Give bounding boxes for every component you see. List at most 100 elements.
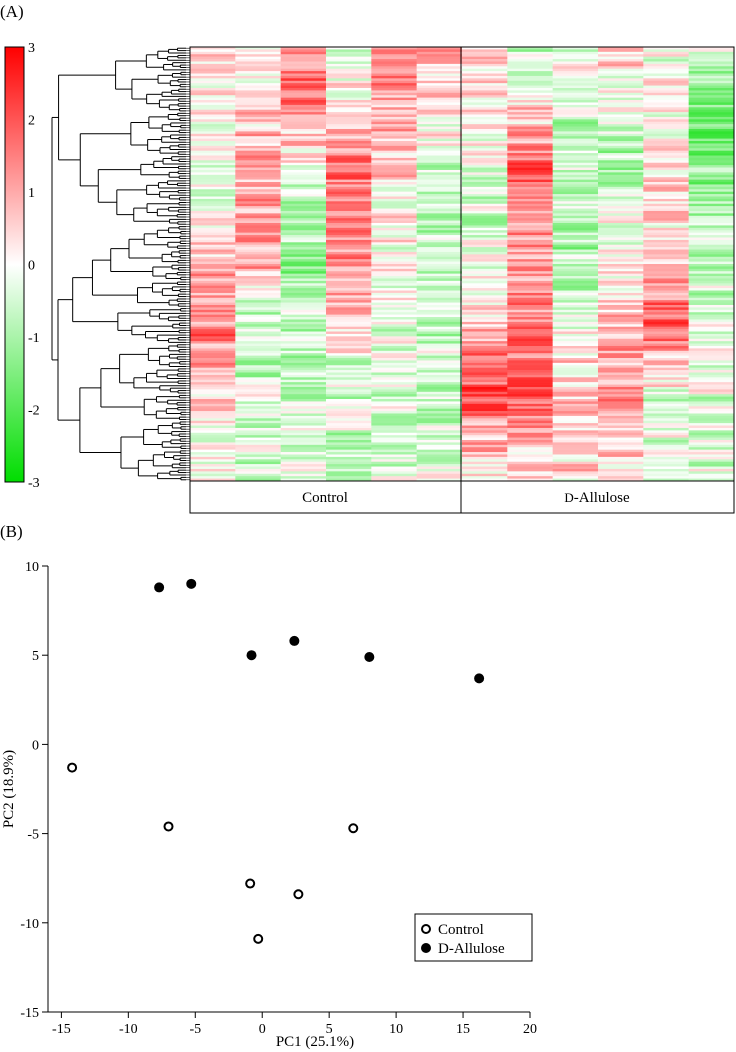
heatmap-cell xyxy=(598,259,644,262)
heatmap-cell xyxy=(416,413,463,417)
heatmap-cell xyxy=(190,300,236,303)
heatmap-cell xyxy=(643,285,689,289)
heatmap-cell xyxy=(462,456,508,460)
heatmap-cell xyxy=(371,87,417,91)
heatmap-cell xyxy=(643,333,689,337)
heatmap-cell xyxy=(598,273,644,277)
heatmap-cell xyxy=(598,179,644,183)
x-tick-label: 10 xyxy=(389,1022,403,1037)
heatmap-cell xyxy=(462,454,508,458)
heatmap-cell xyxy=(462,285,508,289)
heatmap-cell xyxy=(235,100,281,103)
heatmap-cell xyxy=(416,112,463,115)
heatmap-cell xyxy=(326,145,372,149)
heatmap-cell xyxy=(416,408,463,412)
heatmap-cell xyxy=(598,382,644,385)
heatmap-cell xyxy=(235,242,281,246)
heatmap-cell xyxy=(462,148,508,151)
heatmap-cell xyxy=(280,461,327,465)
heatmap-cell xyxy=(416,210,463,214)
legend-label-allulose: D-Allulose xyxy=(438,941,505,957)
heatmap-cell xyxy=(190,333,236,337)
heatmap-cell xyxy=(643,276,689,279)
heatmap-cell xyxy=(280,201,327,205)
heatmap-cell xyxy=(326,256,372,260)
heatmap-cell xyxy=(371,225,417,229)
heatmap-cell xyxy=(235,201,281,205)
heatmap-cell xyxy=(462,427,508,431)
heatmap-cell xyxy=(371,411,417,414)
heatmap-cell xyxy=(598,83,644,86)
heatmap-cell xyxy=(371,425,417,429)
heatmap-cell xyxy=(598,61,644,65)
heatmap-cell xyxy=(598,244,644,248)
heatmap-cell xyxy=(235,114,281,118)
heatmap-cell xyxy=(416,104,463,108)
heatmap-cell xyxy=(462,95,508,98)
heatmap-cell xyxy=(507,66,553,69)
heatmap-cell xyxy=(190,297,236,301)
heatmap-cell xyxy=(462,136,508,139)
heatmap-cell xyxy=(552,276,599,279)
heatmap-cell xyxy=(507,437,553,441)
heatmap-cell xyxy=(416,331,463,335)
heatmap-cell xyxy=(280,150,327,154)
heatmap-cell xyxy=(643,167,689,171)
heatmap-cell xyxy=(371,459,417,463)
heatmap-cell xyxy=(462,210,508,214)
heatmap-cell xyxy=(688,148,735,151)
heatmap-cell xyxy=(416,471,463,475)
heatmap-cell xyxy=(280,232,327,236)
heatmap-cell xyxy=(462,273,508,277)
heatmap-cell xyxy=(416,348,463,352)
heatmap-cell xyxy=(598,169,644,173)
heatmap-cell xyxy=(552,114,599,118)
heatmap-cell xyxy=(235,167,281,171)
heatmap-cell xyxy=(688,235,735,238)
heatmap-cell xyxy=(462,162,508,166)
heatmap-cell xyxy=(326,107,372,110)
heatmap-cell xyxy=(326,121,372,125)
heatmap-cell xyxy=(371,401,417,405)
heatmap-cell xyxy=(280,302,327,306)
heatmap-cell xyxy=(190,343,236,347)
heatmap-cell xyxy=(416,264,463,267)
heatmap-cell xyxy=(416,145,463,149)
heatmap-cell xyxy=(371,75,417,79)
heatmap-cell xyxy=(416,295,463,299)
heatmap-cell xyxy=(280,128,327,132)
heatmap-cell xyxy=(462,66,508,69)
heatmap-cell xyxy=(326,165,372,168)
heatmap-cell xyxy=(643,280,689,284)
point-allulose xyxy=(364,651,375,662)
heatmap-cell xyxy=(507,75,553,79)
heatmap-cell xyxy=(507,254,553,258)
heatmap-cell xyxy=(326,345,372,349)
heatmap-cell xyxy=(371,51,417,55)
heatmap-cell xyxy=(371,227,417,231)
heatmap-cell xyxy=(280,256,327,260)
heatmap-cell xyxy=(643,63,689,67)
heatmap-cell xyxy=(280,319,327,323)
heatmap-cell xyxy=(643,304,689,308)
heatmap-cell xyxy=(190,138,236,142)
heatmap-cell xyxy=(371,160,417,164)
heatmap-cell xyxy=(371,143,417,147)
heatmap-cell xyxy=(507,208,553,212)
heatmap-cell xyxy=(552,319,599,323)
heatmap-cell xyxy=(598,75,644,79)
heatmap-cell xyxy=(190,459,236,463)
heatmap-cell xyxy=(326,230,372,233)
heatmap-cell xyxy=(326,350,372,354)
heatmap-cell xyxy=(688,307,735,311)
heatmap-cell xyxy=(688,198,735,202)
heatmap-cell xyxy=(235,71,281,74)
heatmap-cell xyxy=(552,155,599,159)
heatmap-cell xyxy=(643,59,689,62)
heatmap-cell xyxy=(552,121,599,125)
heatmap-cell xyxy=(643,102,689,106)
heatmap-cell xyxy=(416,401,463,405)
heatmap-cell xyxy=(507,104,553,108)
heatmap-cell xyxy=(462,372,508,376)
heatmap-cell xyxy=(643,107,689,110)
